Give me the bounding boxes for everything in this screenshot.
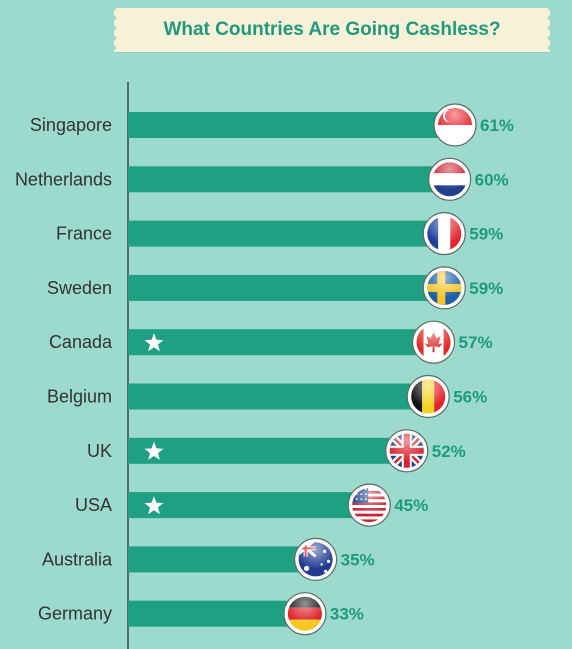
bar: [128, 329, 434, 356]
value-label: 60%: [475, 170, 509, 189]
value-label: 57%: [459, 333, 493, 352]
category-label: Belgium: [47, 387, 112, 407]
belgium-flag-icon: [406, 374, 450, 419]
netherlands-flag-icon: [428, 157, 472, 201]
chart-title: What Countries Are Going Cashless?: [163, 19, 501, 40]
category-label: Sweden: [47, 278, 112, 298]
bar: [128, 274, 445, 301]
star-icon: [144, 496, 164, 515]
uk-flag-icon: [385, 429, 429, 473]
category-label: France: [56, 224, 112, 244]
bar: [128, 437, 407, 464]
sweden-flag-icon: [422, 266, 466, 310]
value-label: 52%: [432, 442, 466, 461]
bar: [128, 383, 429, 410]
category-label: Australia: [42, 549, 113, 569]
singapore-flag-icon: [433, 103, 477, 147]
value-label: 61%: [480, 116, 514, 135]
bar: [128, 220, 445, 247]
star-icon: [144, 333, 164, 352]
canada-flag-icon: [411, 320, 456, 364]
usa-flag-icon: [347, 483, 391, 527]
category-label: Singapore: [30, 115, 112, 135]
value-label: 59%: [469, 225, 503, 244]
france-flag-icon: [422, 212, 466, 256]
value-label: 45%: [394, 496, 428, 515]
bar: [128, 492, 370, 519]
bar: [128, 546, 316, 573]
category-label: Canada: [49, 332, 113, 352]
value-label: 56%: [453, 388, 487, 407]
australia-flag-icon: [294, 537, 338, 582]
category-label: Netherlands: [15, 169, 112, 189]
germany-flag-icon: [283, 592, 327, 636]
value-label: 33%: [330, 605, 364, 624]
value-label: 35%: [341, 550, 375, 569]
bar: [128, 112, 455, 138]
category-label: USA: [75, 495, 112, 515]
category-label: UK: [87, 441, 112, 461]
bar: [128, 166, 450, 193]
star-icon: [144, 441, 164, 460]
bar: [128, 600, 305, 627]
title-banner: What Countries Are Going Cashless?: [112, 8, 550, 52]
value-label: 59%: [469, 279, 503, 298]
category-label: Germany: [38, 604, 112, 624]
